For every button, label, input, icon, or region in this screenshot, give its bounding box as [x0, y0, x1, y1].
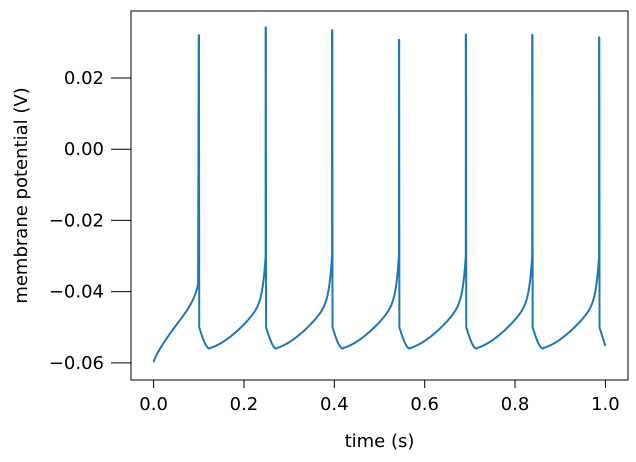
x-tick-label: 0.6 [410, 394, 439, 415]
plot-frame [130, 10, 629, 381]
voltage-trace-line [152, 26, 607, 363]
x-tick-label: 0.4 [320, 394, 349, 415]
plot-area [131, 11, 628, 380]
x-tick-label: 0.8 [501, 394, 530, 415]
x-tick-label: 1.0 [591, 394, 620, 415]
y-tick-label: −0.06 [49, 353, 104, 374]
x-tick-label: 0.0 [139, 394, 168, 415]
y-tick-label: 0.00 [64, 139, 104, 160]
y-tick-label: −0.04 [49, 282, 104, 303]
x-tick-label: 0.2 [230, 394, 259, 415]
x-axis-ticks: 0.0 0.2 0.4 0.6 0.8 1.0 [139, 380, 620, 415]
y-tick-label: 0.02 [64, 68, 104, 89]
y-axis-ticks: −0.06 −0.04 −0.02 0.00 0.02 [49, 68, 131, 374]
y-tick-label: −0.02 [49, 210, 104, 231]
x-axis-label: time (s) [345, 431, 415, 452]
y-axis-label: membrane potential (V) [11, 87, 32, 303]
